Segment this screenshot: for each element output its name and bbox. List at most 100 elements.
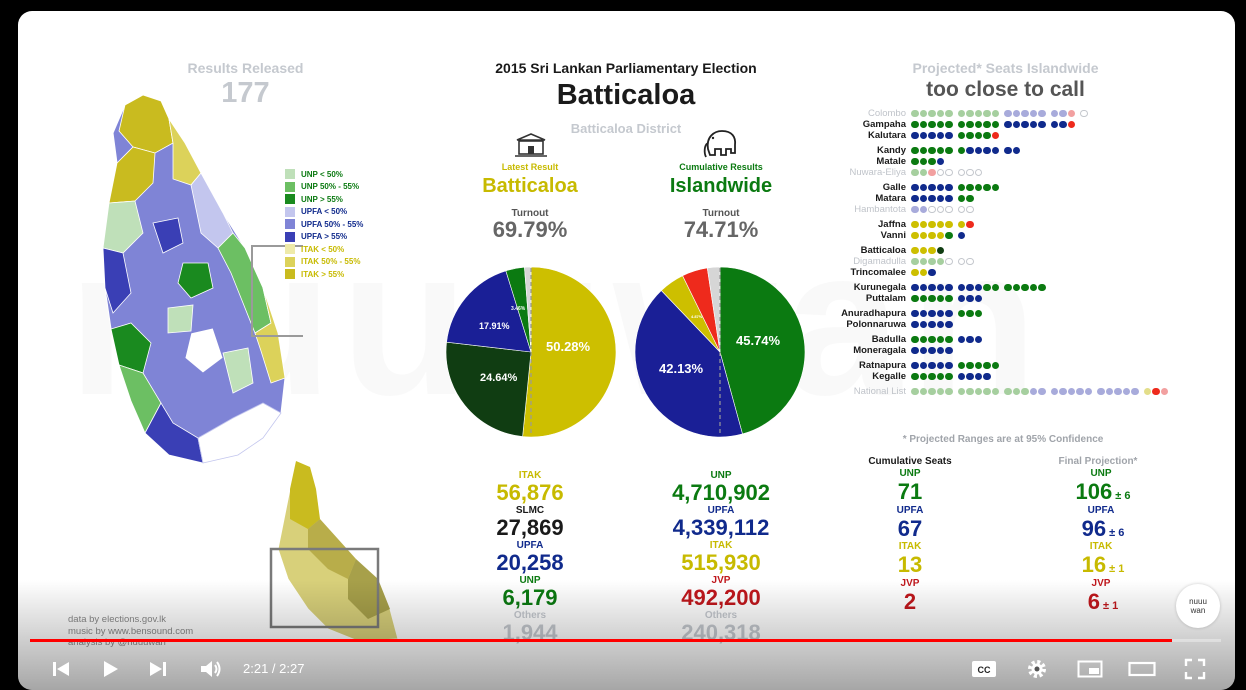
- seat-dot: [1021, 283, 1029, 292]
- cumulative-turnout-value: 74.71%: [683, 217, 759, 242]
- seat-dot: [1114, 387, 1122, 396]
- district-name: Batticaloa: [860, 245, 906, 256]
- seat-dot: [919, 109, 927, 118]
- seat-dot: [919, 309, 927, 318]
- district-name: Kurunegala: [853, 282, 906, 293]
- seat-dot: [928, 361, 936, 370]
- result-party-label: Others: [513, 610, 547, 621]
- seat-dot: [991, 146, 999, 155]
- projection-party-label: UPFA: [1087, 504, 1115, 516]
- seat-dot: [957, 387, 965, 396]
- seat-dot-empty: [966, 257, 974, 266]
- seat-dot: [974, 361, 982, 370]
- seat-dot: [928, 109, 936, 118]
- seat-dot: [945, 194, 953, 203]
- next-button[interactable]: [143, 656, 173, 682]
- cumulative-turnout-label: Turnout: [702, 208, 740, 219]
- district-name: Trincomalee: [850, 267, 906, 278]
- seat-dot: [991, 120, 999, 129]
- district-row: Kalutara: [828, 130, 1000, 141]
- result-vote-count: 56,876: [496, 480, 564, 505]
- projected-seat-margin: ± 6: [1115, 490, 1131, 502]
- seat-dot: [1012, 387, 1020, 396]
- cumulative-seat-count: 71: [897, 479, 923, 504]
- channel-avatar[interactable]: nuuu wan: [1176, 584, 1220, 628]
- seat-dot: [945, 231, 953, 240]
- seat-party-label: ITAK: [898, 541, 922, 552]
- seat-dot: [936, 283, 944, 292]
- seat-dot: [974, 131, 982, 140]
- seat-dot: [928, 268, 936, 277]
- captions-button[interactable]: CC: [968, 656, 1000, 682]
- volume-button[interactable]: [195, 656, 227, 682]
- seat-dot: [936, 387, 944, 396]
- district-name: Puttalam: [865, 293, 906, 304]
- result-vote-count: 6,179: [502, 585, 558, 610]
- seat-dot: [928, 346, 936, 355]
- seat-dot: [928, 146, 936, 155]
- cumulative-pie-label-jvp: 4.87%: [691, 314, 703, 319]
- seat-dot: [945, 320, 953, 329]
- seat-dot: [928, 157, 936, 166]
- projected-seat-count: 6 ± 1: [1048, 589, 1158, 615]
- seat-dot: [1004, 387, 1012, 396]
- time-display: 2:21 / 2:27: [243, 661, 305, 676]
- seat-dot: [974, 120, 982, 129]
- projection-party-label: JVP: [1091, 577, 1111, 589]
- projected-seat-margin: ± 1: [1109, 563, 1125, 575]
- seat-dot: [936, 257, 944, 266]
- district-name: Kalutara: [867, 130, 906, 141]
- seat-dot-empty: [945, 257, 953, 266]
- seat-dot: [911, 120, 919, 129]
- theater-mode-button[interactable]: [1126, 656, 1158, 682]
- legend-label: ITAK > 55%: [301, 269, 345, 279]
- seat-dot: [945, 335, 953, 344]
- seat-dot: [936, 361, 944, 370]
- seat-dot-empty: [945, 205, 953, 214]
- fullscreen-button[interactable]: [1179, 656, 1211, 682]
- settings-button[interactable]: [1021, 656, 1053, 682]
- projected-seat-count: 16 ± 1: [1048, 552, 1158, 578]
- volume-icon: [201, 661, 221, 677]
- latest-pie-label-unp: 3.46%: [511, 306, 526, 312]
- seat-dot: [919, 361, 927, 370]
- seat-dot: [966, 283, 974, 292]
- previous-button[interactable]: [46, 656, 76, 682]
- seat-party-label: UNP: [899, 468, 921, 479]
- seat-dot: [919, 294, 927, 303]
- video-player[interactable]: nuuuwan UNP < 50%UNP 50% - 55%UNP > 55%U…: [18, 11, 1235, 690]
- seat-dot: [945, 372, 953, 381]
- seat-dot: [928, 183, 936, 192]
- seat-dot: [1067, 109, 1075, 118]
- building-icon: [515, 133, 547, 157]
- avatar-text-top: nuuu: [1189, 597, 1207, 606]
- seat-dot: [911, 372, 919, 381]
- pie-slice-slmc: [445, 341, 532, 437]
- seat-dot-empty: [945, 168, 953, 177]
- district-title: Batticaloa: [556, 79, 696, 111]
- miniplayer-button[interactable]: [1074, 656, 1106, 682]
- seat-dot: [936, 231, 944, 240]
- progress-bar[interactable]: [30, 639, 1221, 642]
- result-party-label: SLMC: [515, 505, 545, 516]
- seat-dot: [945, 283, 953, 292]
- legend-item: UPFA < 50%: [285, 206, 363, 219]
- pie-slice-others: [524, 266, 532, 353]
- seat-dot: [911, 268, 919, 277]
- seat-dot: [911, 335, 919, 344]
- theater-mode-icon: [1128, 661, 1156, 677]
- district-name: Vanni: [880, 230, 906, 241]
- seat-dot: [983, 361, 991, 370]
- seat-dot: [974, 294, 982, 303]
- seat-dot: [911, 131, 919, 140]
- play-button[interactable]: [95, 656, 125, 682]
- projected-seat-value: 6: [1087, 588, 1101, 614]
- seat-dot: [1021, 109, 1029, 118]
- seat-dot: [983, 387, 991, 396]
- progress-bar-played: [30, 639, 1173, 642]
- seat-dot: [936, 131, 944, 140]
- seat-dot: [957, 335, 965, 344]
- seat-dot: [911, 231, 919, 240]
- seat-dot: [1097, 387, 1105, 396]
- legend-swatch: [285, 169, 295, 180]
